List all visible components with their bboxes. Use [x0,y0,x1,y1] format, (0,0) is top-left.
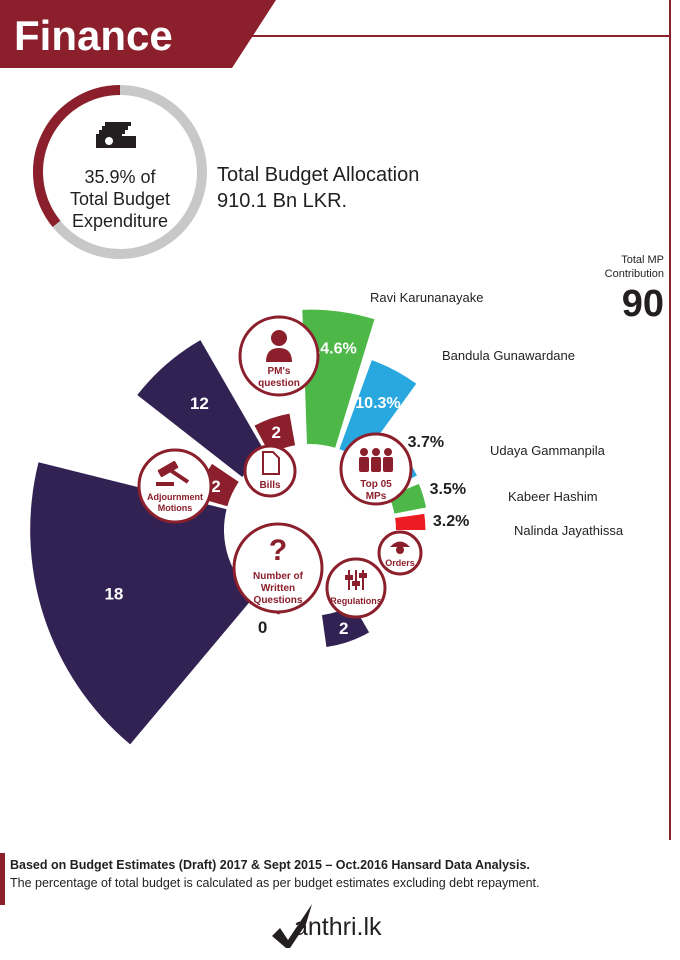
total-mp-value: 90 [622,283,664,325]
orders-badge: Orders [377,530,423,576]
mp-name-nalinda-jayathissa: Nalinda Jayathissa [514,523,624,538]
mp-value-udaya-gammanpila: 3.7% [408,434,444,451]
gavel-icon [156,460,190,486]
people-group-icon [359,448,393,472]
mp-name-ravi-karunanayake: Ravi Karunanayake [370,290,483,305]
mp-value-bandula-gunawardane: 10.3% [355,395,400,412]
activity-bar-pm-s-question [254,413,296,455]
footer-method-note: The percentage of total budget is calcul… [10,876,540,890]
written-label-line3: Questions [254,595,303,606]
header-banner [0,0,276,68]
sliders-icon [345,570,367,590]
budget-share-line3: Expenditure [72,211,168,231]
mp-bar-bandula-gunawardane [339,360,417,461]
mp-bar-ravi-karunanayake [302,309,375,448]
footer-source-note: Based on Budget Estimates (Draft) 2017 &… [10,858,530,872]
top-mps-label-line1: Top 05 [360,479,392,490]
activity-value-adjournment-motions: 2 [211,477,220,496]
officer-icon [390,541,410,554]
checkmark-logo-icon [272,904,312,948]
bills-label: Bills [259,480,281,491]
regulations-badge: Regulations [325,557,387,619]
activity-value-regulations: 0 [258,618,267,637]
mp-name-udaya-gammanpila: Udaya Gammanpila [490,443,606,458]
adjournment-label-line1: Adjournment [147,492,203,502]
mp-bar-nalinda-jayathissa [395,513,426,530]
money-stack-icon [96,122,136,148]
page-title: Finance [14,12,173,59]
activity-value-orders: 2 [339,619,348,638]
mp-value-ravi-karunanayake: 14.6% [311,340,356,357]
site-logo-text: anthri.lk [294,913,382,941]
question-mark-icon: ? [269,534,287,567]
budget-share-line1: 35.9% of [84,167,156,187]
mp-name-bandula-gunawardane: Bandula Gunawardane [442,348,575,363]
adjournment-badge: Adjournment Motions [137,448,213,524]
mp-value-nalinda-jayathissa: 3.2% [433,513,469,530]
footer-accent-bar [0,853,5,905]
top-mps-badge: Top 05 MPs [339,432,413,506]
activity-value-number-of-written-questions: 18 [104,585,123,604]
total-mp-label-line2: Contribution [605,268,664,280]
mp-name-kabeer-hashim: Kabeer Hashim [508,489,598,504]
budget-share-arc [33,85,121,228]
regulations-label: Regulations [330,596,382,606]
total-mp-label-line1: Total MP [621,254,664,266]
top-mps-label-line2: MPs [366,491,387,502]
activity-value-bills: 12 [190,394,209,413]
pm-question-badge: PM's question [238,315,320,397]
pm-question-label-line1: PM's [268,366,291,377]
orders-label: Orders [385,558,415,568]
activity-value-pm-s-question: 2 [272,423,281,442]
mp-bar-kabeer-hashim [389,483,427,514]
adjournment-label-line2: Motions [158,503,193,513]
allocation-label: Total Budget Allocation [217,164,419,186]
activity-bar-bills [137,340,267,478]
document-icon [262,451,280,475]
bills-badge: Bills [243,444,297,498]
written-questions-badge: ? Number of Written Questions [232,522,324,614]
mp-value-kabeer-hashim: 3.5% [430,481,466,498]
written-label-line1: Number of [253,571,304,582]
person-icon [266,330,292,362]
allocation-value: 910.1 Bn LKR. [217,190,347,212]
pm-question-label-line2: question [258,378,300,389]
activity-bar-number-of-written-questions [30,462,255,745]
written-label-line2: Written [261,583,295,594]
budget-share-line2: Total Budget [70,189,170,209]
